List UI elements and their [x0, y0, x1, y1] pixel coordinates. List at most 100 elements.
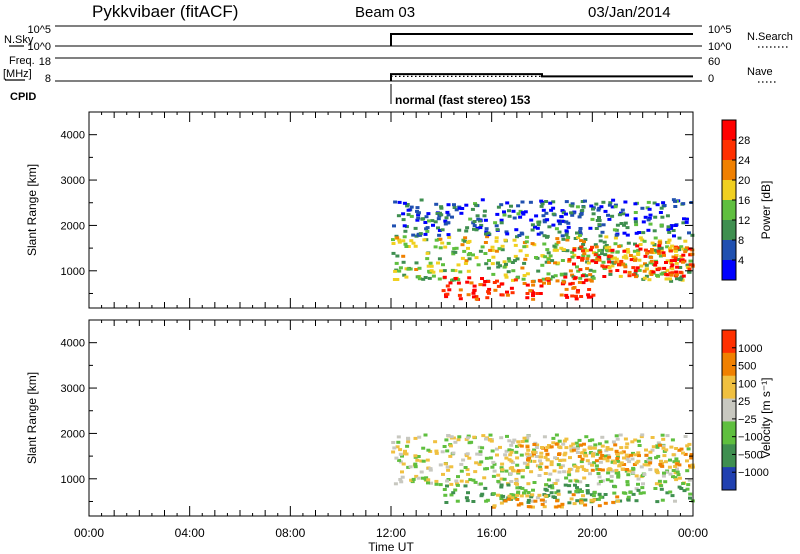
- heatmap-cell: [437, 277, 442, 281]
- heatmap-cell: [413, 454, 418, 458]
- heatmap-cell: [396, 435, 401, 439]
- heatmap-cell: [678, 278, 683, 282]
- heatmap-cell: [499, 477, 504, 481]
- heatmap-cell: [610, 256, 615, 260]
- heatmap-cell: [648, 450, 653, 454]
- heatmap-cell: [570, 213, 575, 217]
- heatmap-cell: [658, 463, 663, 466]
- heatmap-cell: [525, 235, 530, 239]
- heatmap-cell: [406, 465, 411, 469]
- heatmap-cell: [504, 456, 509, 460]
- heatmap-cell: [631, 492, 636, 496]
- heatmap-cell: [434, 451, 439, 455]
- heatmap-cell: [588, 248, 593, 252]
- heatmap-cell: [467, 456, 472, 460]
- heatmap-cell: [615, 269, 620, 272]
- colorbar-swatch: [722, 330, 736, 354]
- heatmap-cell: [574, 294, 578, 298]
- heatmap-cell: [574, 441, 579, 445]
- heatmap-cell: [457, 228, 462, 232]
- heatmap-cell: [673, 471, 678, 475]
- heatmap-cell: [560, 234, 565, 238]
- heatmap-cell: [523, 210, 528, 214]
- velocity-y-axis: 4000 3000 2000 1000: [61, 319, 693, 502]
- heatmap-cell: [598, 234, 603, 238]
- heatmap-cell: [458, 288, 463, 292]
- heatmap-cell: [671, 475, 675, 479]
- heatmap-cell: [647, 207, 652, 211]
- heatmap-cell: [579, 212, 584, 216]
- heatmap-cell: [616, 473, 621, 477]
- heatmap-cell: [597, 219, 602, 223]
- heatmap-cell: [505, 434, 509, 438]
- heatmap-cell: [609, 479, 614, 483]
- heatmap-cell: [588, 446, 593, 450]
- heatmap-cell: [444, 501, 449, 504]
- heatmap-cell: [475, 452, 480, 456]
- heatmap-cell: [519, 444, 524, 448]
- heatmap-cell: [415, 218, 420, 222]
- heatmap-cell: [486, 231, 491, 235]
- heatmap-cell: [434, 238, 439, 242]
- heatmap-cell: [404, 225, 409, 229]
- heatmap-cell: [467, 239, 472, 243]
- heatmap-cell: [684, 248, 688, 252]
- heatmap-cell: [589, 295, 594, 299]
- heatmap-cell: [647, 278, 652, 282]
- heatmap-cell: [634, 223, 639, 227]
- heatmap-cell: [425, 257, 430, 261]
- heatmap-cell: [633, 217, 638, 221]
- heatmap-cell: [517, 234, 522, 237]
- heatmap-cell: [632, 255, 637, 259]
- heatmap-cell: [585, 257, 590, 261]
- heatmap-cell: [622, 456, 626, 460]
- heatmap-cell: [549, 460, 554, 464]
- heatmap-cell: [464, 229, 469, 233]
- heatmap-cell: [483, 252, 488, 255]
- heatmap-cell: [446, 434, 451, 437]
- heatmap-cell: [420, 217, 425, 221]
- heatmap-cell: [463, 262, 468, 265]
- heatmap-cell: [532, 452, 536, 456]
- heatmap-cell: [417, 277, 422, 281]
- heatmap-cell: [616, 459, 621, 463]
- heatmap-cell: [677, 476, 682, 480]
- heatmap-cell: [526, 498, 531, 502]
- heatmap-cell: [603, 454, 608, 458]
- heatmap-cell: [594, 261, 599, 264]
- heatmap-cell: [456, 475, 460, 479]
- heatmap-cell: [422, 238, 427, 242]
- x-tick-label: 12:00: [376, 526, 406, 540]
- heatmap-cell: [405, 203, 410, 206]
- heatmap-cell: [615, 223, 620, 227]
- heatmap-cell: [664, 277, 669, 281]
- heatmap-cell: [431, 274, 436, 278]
- heatmap-cell: [500, 468, 505, 472]
- freq-strip: Freq. [MHz] 18 8 60 0 Nave: [3, 55, 778, 85]
- heatmap-cell: [670, 438, 675, 442]
- heatmap-cell: [391, 450, 396, 454]
- heatmap-cell: [472, 288, 477, 292]
- heatmap-cell: [426, 212, 431, 216]
- heatmap-cell: [525, 494, 530, 498]
- heatmap-cell: [642, 276, 647, 280]
- heatmap-cell: [497, 247, 502, 251]
- heatmap-cell: [591, 251, 596, 255]
- heatmap-cell: [684, 220, 689, 224]
- heatmap-cell: [664, 470, 669, 474]
- heatmap-cell: [564, 233, 569, 237]
- heatmap-cell: [651, 251, 656, 255]
- heatmap-cell: [471, 253, 475, 257]
- heatmap-cell: [513, 482, 518, 485]
- heatmap-cell: [564, 200, 569, 204]
- heatmap-cell: [563, 272, 568, 276]
- heatmap-cell: [535, 496, 540, 500]
- heatmap-cell: [481, 434, 486, 438]
- heatmap-cell: [566, 470, 571, 474]
- heatmap-cell: [567, 490, 572, 494]
- heatmap-cell: [436, 217, 441, 221]
- heatmap-cell: [572, 253, 577, 257]
- colorbar-swatch: [722, 220, 736, 241]
- heatmap-cell: [681, 274, 686, 278]
- heatmap-cell: [524, 240, 529, 244]
